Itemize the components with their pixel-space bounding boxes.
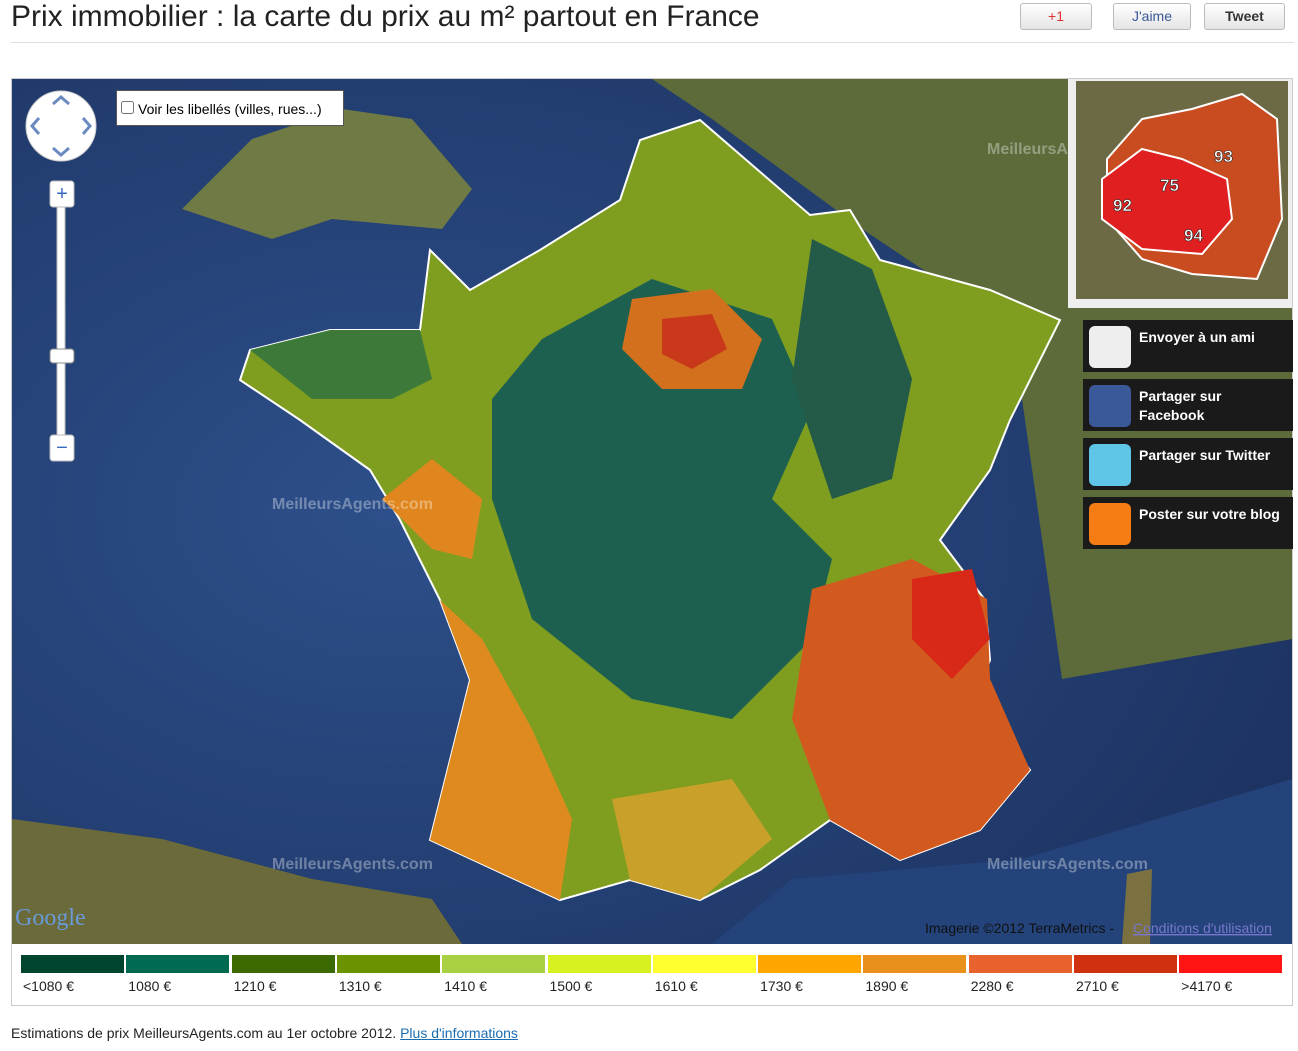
- legend-swatch: [336, 955, 440, 973]
- zoom-out[interactable]: [49, 434, 75, 462]
- legend-label: 1610 €: [654, 978, 698, 994]
- more-info-link[interactable]: Plus d'informations: [400, 1025, 518, 1041]
- svg-text:−: −: [56, 437, 68, 459]
- share-twitter[interactable]: Partager sur Twitter: [1083, 438, 1293, 490]
- legend-swatch: [1074, 955, 1177, 973]
- legend-swatch: [231, 955, 335, 973]
- legend-swatch: [968, 955, 1072, 973]
- legend-label: 1730 €: [760, 978, 803, 994]
- google-logo: Google: [15, 905, 86, 931]
- share-label: Partager sur Facebook: [1139, 388, 1222, 423]
- legend-swatch: [126, 955, 230, 973]
- legend-label: 1080 €: [128, 978, 172, 994]
- share-label: Partager sur Twitter: [1139, 447, 1271, 463]
- svg-text:+: +: [56, 183, 68, 205]
- divider: [11, 42, 1294, 43]
- watermark: MeilleursAgents.com: [987, 856, 1148, 873]
- legend-swatch: [652, 955, 756, 973]
- share-email[interactable]: Envoyer à un ami: [1083, 320, 1293, 372]
- legend-label: 2280 €: [970, 978, 1014, 994]
- watermark: MeilleursAgents.com: [272, 496, 433, 513]
- terms-link[interactable]: Conditions d'utilisation: [1133, 920, 1272, 936]
- label-toggle[interactable]: Voir les libellés (villes, rues...): [116, 90, 344, 126]
- like-button[interactable]: J'aime: [1113, 3, 1191, 30]
- inset-label: 94: [1184, 226, 1203, 245]
- legend-label: >4170 €: [1181, 978, 1233, 994]
- inset-label: 93: [1214, 147, 1233, 166]
- footer: Estimations de prix MeilleursAgents.com …: [11, 1025, 518, 1041]
- share-blog[interactable]: Poster sur votre blog: [1083, 497, 1293, 549]
- page-title: Prix immobilier : la carte du prix au m²…: [11, 0, 760, 33]
- legend-swatch: [863, 955, 967, 973]
- legend-swatch: [1179, 955, 1283, 973]
- pan-control[interactable]: [25, 90, 97, 162]
- share-facebook[interactable]: Partager sur Facebook: [1083, 379, 1293, 431]
- attribution: Imagerie ©2012 TerraMetrics -: [925, 920, 1114, 936]
- legend-swatch: [21, 955, 124, 973]
- legend-label: 1210 €: [233, 978, 277, 994]
- gplus-button[interactable]: +1: [1020, 3, 1092, 30]
- legend-swatch: [547, 955, 651, 973]
- legend-swatch: [758, 955, 862, 973]
- legend-label: 1890 €: [865, 978, 909, 994]
- legend-label: 1410 €: [444, 978, 488, 994]
- share-label: Envoyer à un ami: [1139, 329, 1255, 345]
- tweet-button[interactable]: Tweet: [1204, 3, 1285, 30]
- map: MeilleursAgents.com MeilleursAgents.com …: [12, 79, 1292, 944]
- legend-label: 2710 €: [1076, 978, 1119, 994]
- legend-swatch: [442, 955, 546, 973]
- legend-label: <1080 €: [23, 978, 74, 994]
- footer-text: Estimations de prix MeilleursAgents.com …: [11, 1025, 397, 1041]
- inset-label: 75: [1160, 176, 1179, 195]
- checkbox-label: Voir les libellés (villes, rues...): [138, 101, 322, 117]
- watermark: MeilleursAgents.com: [272, 856, 433, 873]
- checkbox[interactable]: [121, 101, 134, 114]
- inset-label: 92: [1113, 196, 1132, 215]
- legend-label: 1310 €: [338, 978, 382, 994]
- share-label: Poster sur votre blog: [1139, 506, 1280, 522]
- legend-label: 1500 €: [549, 978, 593, 994]
- zoom-slider[interactable]: [49, 348, 75, 364]
- zoom-in[interactable]: [49, 180, 75, 208]
